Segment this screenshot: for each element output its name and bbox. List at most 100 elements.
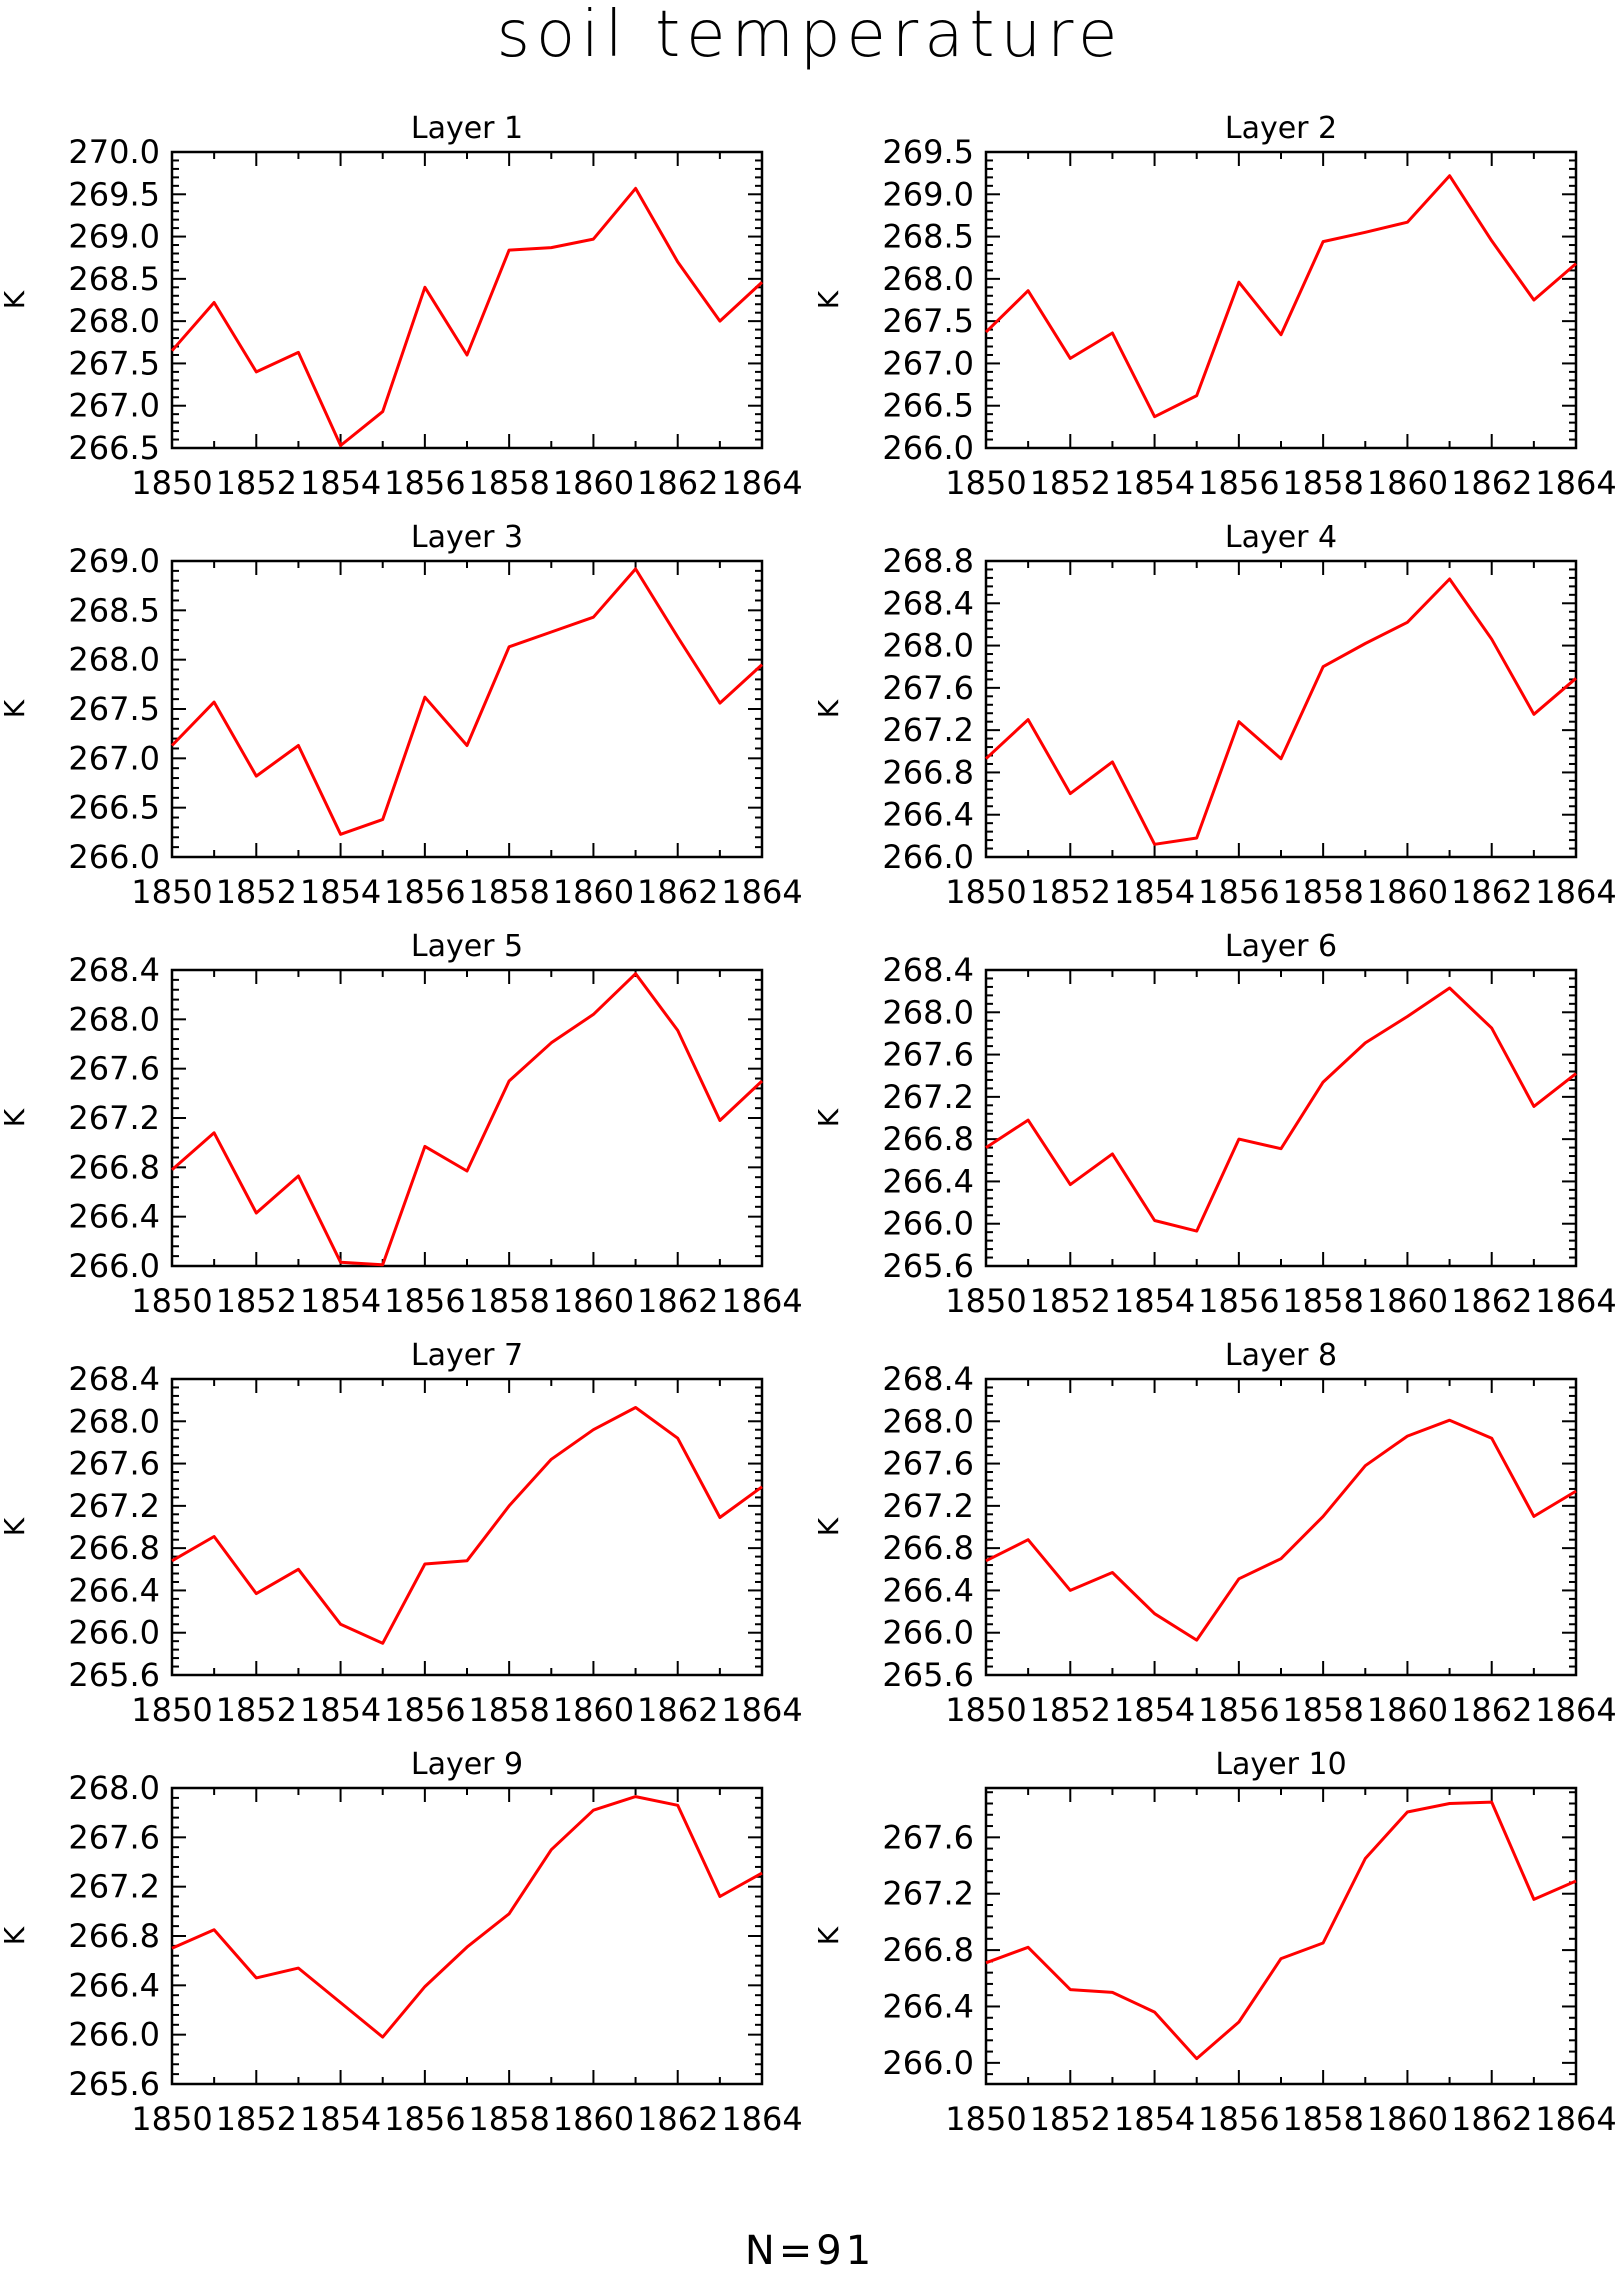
x-tick-label: 1856 <box>1198 1282 1279 1320</box>
y-tick-label: 266.5 <box>68 429 160 467</box>
data-point <box>549 1457 553 1461</box>
y-tick-label: 267.6 <box>882 669 974 707</box>
x-tick-label: 1860 <box>1367 464 1448 502</box>
data-point <box>1068 792 1072 796</box>
data-point <box>381 410 385 414</box>
data-point <box>718 1515 722 1519</box>
data-point <box>634 1795 638 1799</box>
data-point <box>507 248 511 252</box>
data-point <box>339 832 343 836</box>
y-tick-label: 266.0 <box>882 2044 974 2082</box>
data-point <box>507 1504 511 1508</box>
data-point <box>676 1436 680 1440</box>
data-point <box>1110 1152 1114 1156</box>
data-point <box>1363 230 1367 234</box>
panel-title: Layer 8 <box>1225 1338 1337 1373</box>
data-point <box>212 301 216 305</box>
data-point <box>1153 1219 1157 1223</box>
x-tick-label: 1862 <box>637 873 718 911</box>
x-tick-label: 1858 <box>468 1282 549 1320</box>
x-tick-label: 1864 <box>1535 464 1616 502</box>
x-tick-label: 1858 <box>1282 2100 1363 2138</box>
y-axis-label: K <box>812 1926 845 1945</box>
y-tick-label: 268.0 <box>882 993 974 1031</box>
y-tick-label: 269.0 <box>68 218 160 256</box>
panel-title: Layer 4 <box>1225 520 1337 555</box>
data-point <box>1279 1557 1283 1561</box>
y-tick-label: 267.2 <box>68 1868 160 1906</box>
y-tick-label: 268.4 <box>68 951 160 989</box>
x-tick-label: 1860 <box>1367 1691 1448 1729</box>
series-line <box>985 1418 1577 1642</box>
data-point <box>1110 331 1114 335</box>
x-tick-label: 1860 <box>553 464 634 502</box>
data-point <box>465 744 469 748</box>
panel-title: Layer 5 <box>411 929 523 964</box>
x-tick-label: 1864 <box>1535 2100 1616 2138</box>
x-tick-label: 1854 <box>300 1282 381 1320</box>
y-tick-label: 269.5 <box>882 133 974 171</box>
data-point <box>1153 415 1157 419</box>
panel-title: Layer 10 <box>1215 1747 1346 1782</box>
data-point <box>1490 1026 1494 1030</box>
data-point <box>1279 333 1283 337</box>
data-point <box>423 695 427 699</box>
y-tick-label: 268.5 <box>68 260 160 298</box>
y-axis-label: K <box>812 290 845 309</box>
data-point <box>381 1263 385 1267</box>
data-point <box>296 350 300 354</box>
y-tick-label: 267.2 <box>68 1099 160 1137</box>
x-tick-label: 1856 <box>384 2100 465 2138</box>
y-tick-label: 267.0 <box>68 739 160 777</box>
x-tick-label: 1856 <box>1198 873 1279 911</box>
y-tick-label: 267.5 <box>68 344 160 382</box>
x-tick-label: 1862 <box>1451 2100 1532 2138</box>
x-tick-label: 1852 <box>1030 1691 1111 1729</box>
data-point <box>170 1559 174 1563</box>
page-title: soil temperature <box>496 0 1124 72</box>
y-tick-label: 266.4 <box>68 1198 160 1236</box>
x-tick-label: 1852 <box>216 464 297 502</box>
y-tick-label: 266.4 <box>68 1571 160 1609</box>
y-tick-label: 267.2 <box>882 711 974 749</box>
data-point <box>254 774 258 778</box>
x-tick-label: 1864 <box>1535 1282 1616 1320</box>
panel-2: 1850 1852 1854 1856 1858 1860 1862 1864 269.5 269… <box>812 111 1617 502</box>
y-tick-label: 266.4 <box>882 1571 974 1609</box>
y-tick-label: 268.4 <box>882 951 974 989</box>
data-point <box>1532 712 1536 716</box>
y-tick-label: 267.5 <box>882 302 974 340</box>
panel-1: 1850 1852 1854 1856 1858 1860 1862 1864 270.0 269… <box>0 111 803 502</box>
data-point <box>591 1012 595 1016</box>
x-tick-label: 1858 <box>468 1691 549 1729</box>
y-tick-label: 269.0 <box>882 175 974 213</box>
plot-frame <box>984 968 1578 1268</box>
x-tick-label: 1864 <box>721 2100 802 2138</box>
x-tick-label: 1850 <box>945 2100 1026 2138</box>
data-point <box>1195 836 1199 840</box>
x-tick-label: 1854 <box>1114 464 1195 502</box>
data-point <box>634 1406 638 1410</box>
data-point <box>296 1567 300 1571</box>
data-point <box>1237 720 1241 724</box>
y-tick-label: 268.5 <box>68 591 160 629</box>
data-point <box>465 1169 469 1173</box>
data-point <box>1026 289 1030 293</box>
data-point <box>1574 676 1578 680</box>
series-line <box>985 1800 1577 2061</box>
data-point <box>254 1211 258 1215</box>
data-point <box>1321 240 1325 244</box>
x-tick-label: 1854 <box>1114 2100 1195 2138</box>
data-point <box>718 319 722 323</box>
x-tick-label: 1852 <box>216 1282 297 1320</box>
x-tick-label: 1862 <box>1451 1282 1532 1320</box>
x-tick-label: 1858 <box>1282 464 1363 502</box>
data-point <box>1321 1080 1325 1084</box>
y-tick-label: 267.2 <box>882 1078 974 1116</box>
data-point <box>1153 1612 1157 1616</box>
data-point <box>634 567 638 571</box>
y-tick-label: 267.6 <box>68 1818 160 1856</box>
data-point <box>676 1028 680 1032</box>
x-tick-label: 1862 <box>637 2100 718 2138</box>
data-point <box>1532 1104 1536 1108</box>
